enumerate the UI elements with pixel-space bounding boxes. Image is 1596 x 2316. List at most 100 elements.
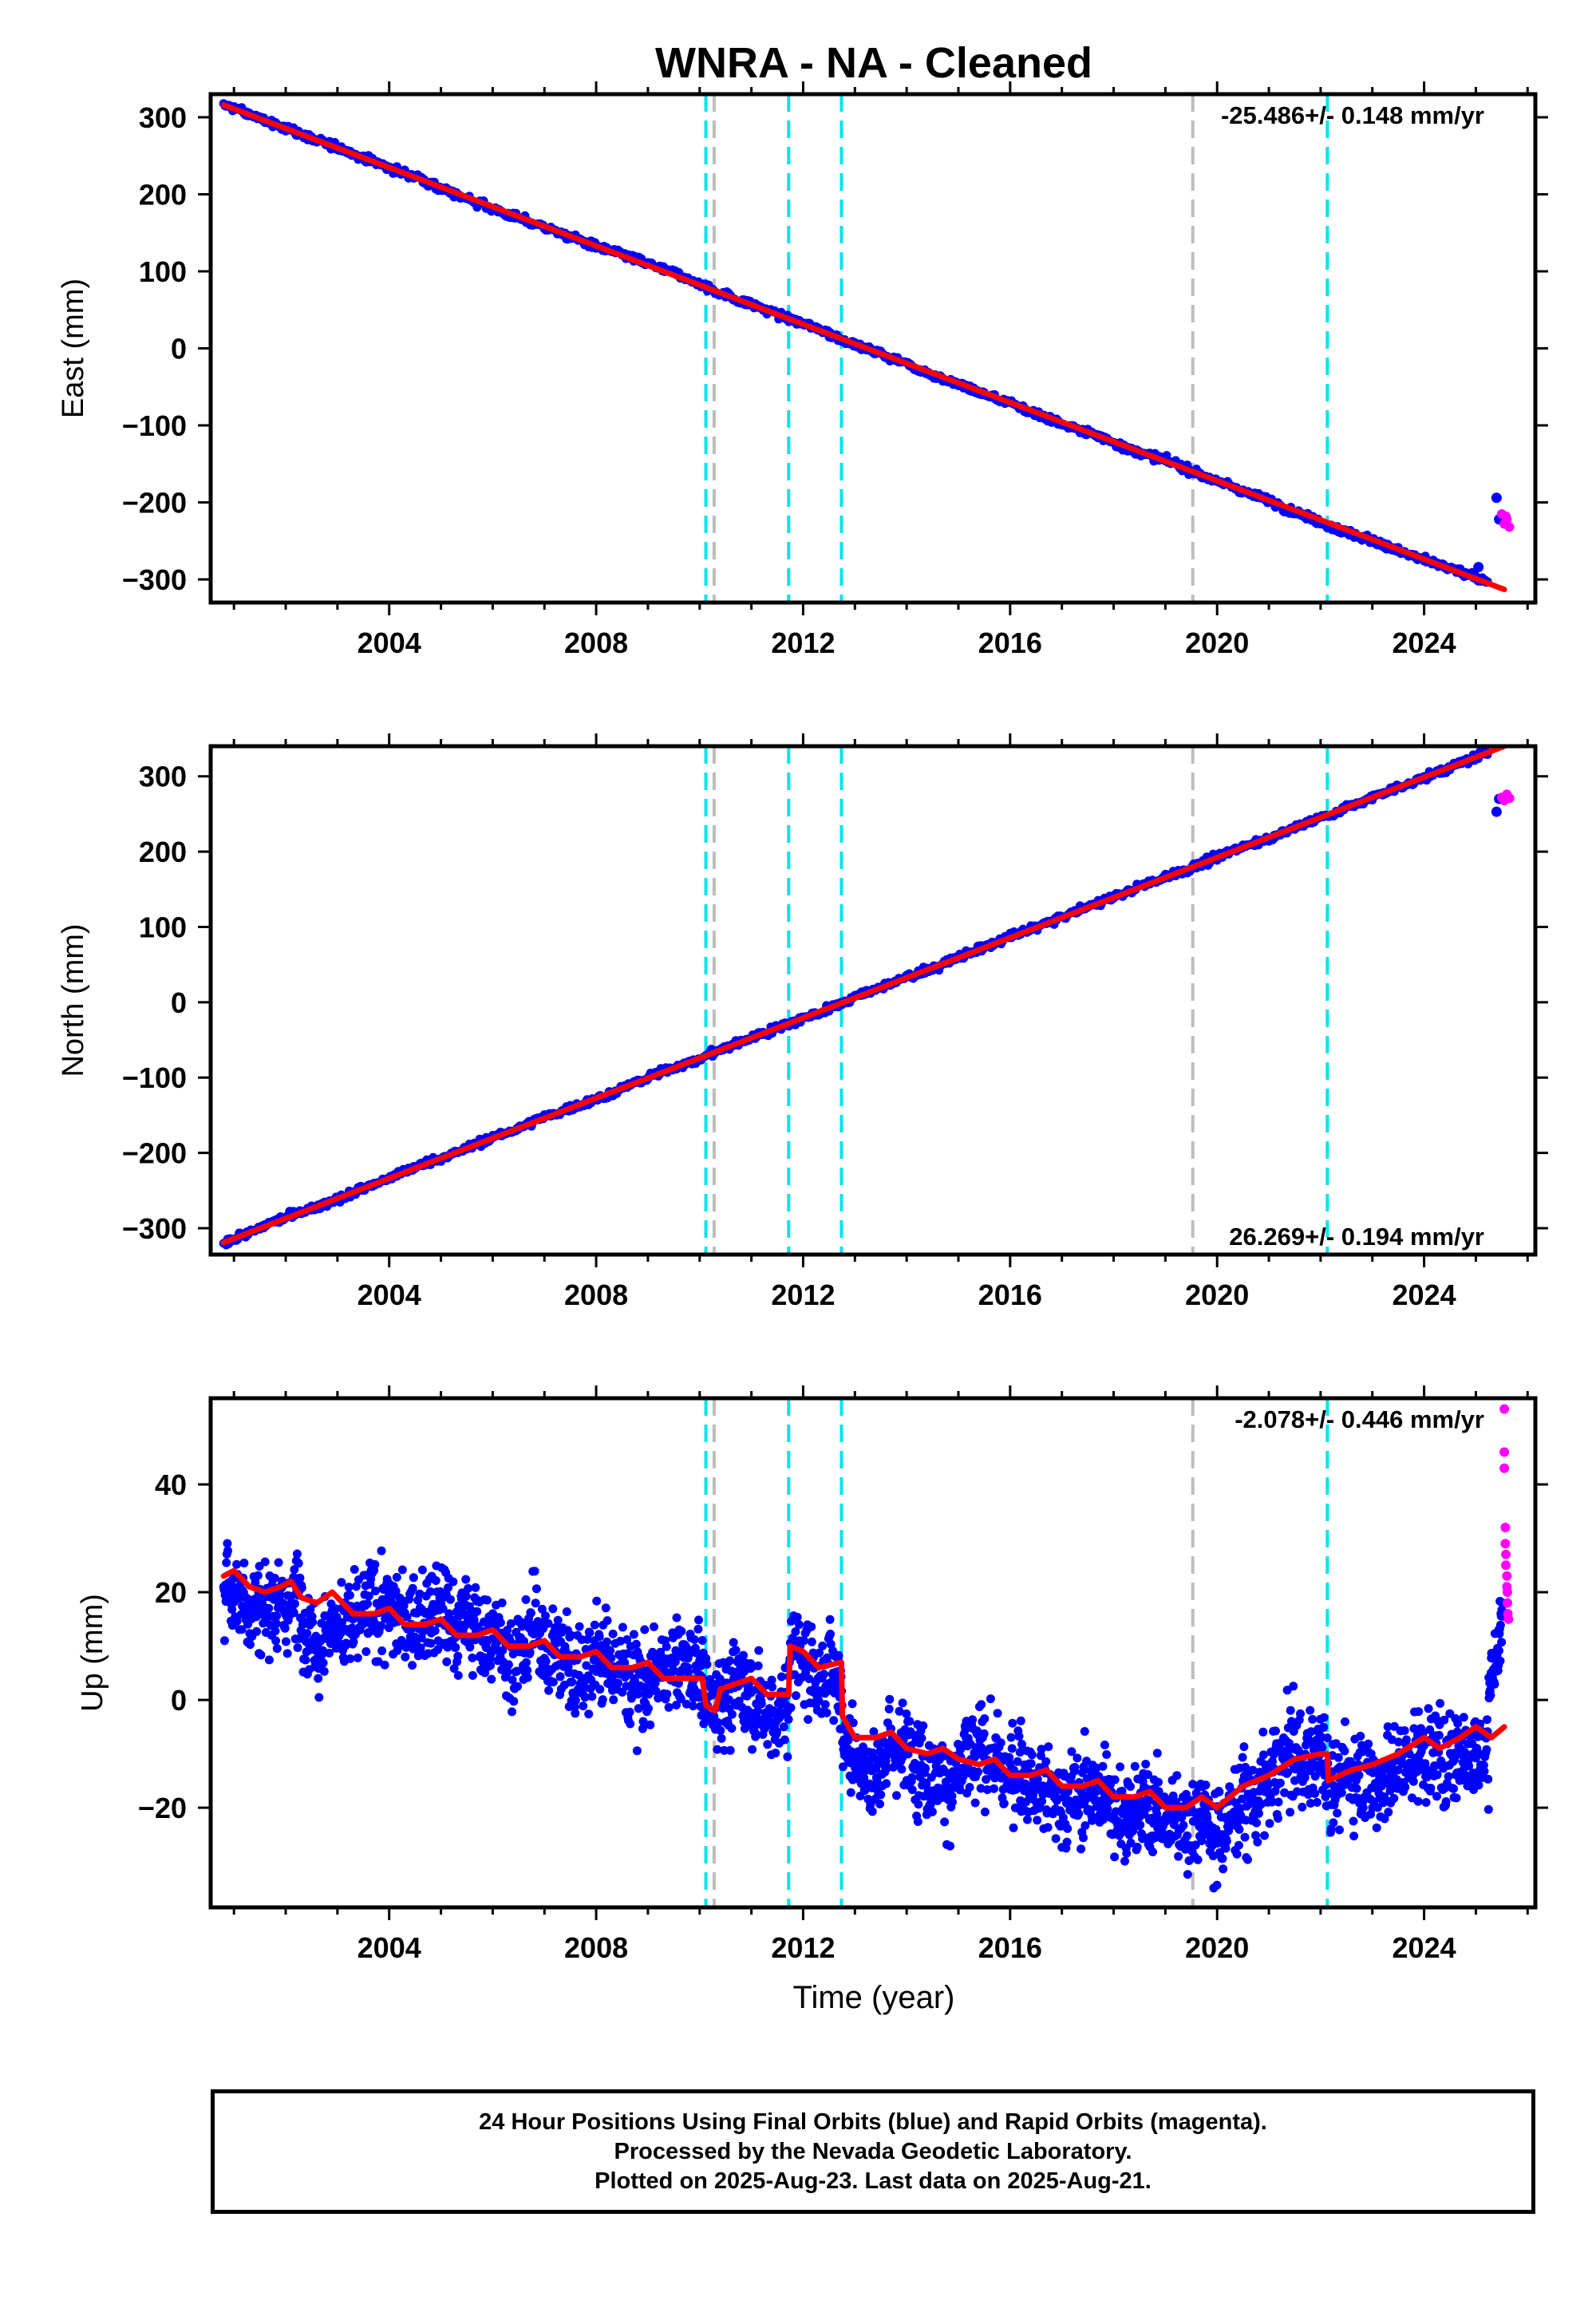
up-final-orbit-point	[1044, 1742, 1053, 1752]
up-final-orbit-point	[1016, 1716, 1025, 1725]
up-final-orbit-point	[1286, 1705, 1295, 1715]
up-final-orbit-point	[1495, 1646, 1503, 1655]
up-final-orbit-point	[444, 1583, 452, 1592]
up-final-orbit-point	[1172, 1771, 1182, 1780]
up-final-orbit-point	[445, 1595, 455, 1604]
up-final-orbit-point	[1130, 1761, 1140, 1771]
up-final-orbit-point	[1183, 1831, 1192, 1840]
up-final-orbit-point	[461, 1575, 471, 1584]
up-final-orbit-point	[282, 1649, 292, 1658]
up-final-orbit-point	[1380, 1814, 1389, 1824]
up-final-orbit-point	[342, 1638, 351, 1648]
up-final-orbit-point	[1144, 1796, 1154, 1805]
up-final-orbit-point	[1440, 1715, 1449, 1725]
up-final-orbit-point	[689, 1634, 699, 1644]
up-final-orbit-point	[1384, 1808, 1393, 1817]
up-final-orbit-point	[1080, 1727, 1089, 1736]
up-final-orbit-point	[1340, 1746, 1349, 1756]
up-final-orbit-point	[1358, 1803, 1368, 1812]
up-final-orbit-point	[1394, 1737, 1404, 1747]
up-final-orbit-point	[537, 1604, 547, 1614]
up-final-orbit-point	[567, 1630, 576, 1640]
up-final-orbit-point	[525, 1647, 535, 1657]
up-final-orbit-point	[725, 1745, 735, 1755]
up-final-orbit-point	[1283, 1768, 1293, 1777]
up-final-orbit-point	[1495, 1620, 1505, 1630]
up-final-orbit-point	[548, 1678, 558, 1687]
up-final-orbit-point	[1421, 1798, 1431, 1807]
up-final-orbit-point	[608, 1629, 618, 1638]
up-final-orbit-point	[1251, 1831, 1260, 1840]
up-final-orbit-point	[278, 1599, 287, 1607]
up-rapid-orbit-point	[1501, 1549, 1511, 1559]
up-final-orbit-point	[1317, 1743, 1327, 1753]
up-final-orbit-point	[471, 1583, 480, 1592]
east-rapid-orbit-point	[1501, 511, 1511, 521]
up-final-orbit-point	[731, 1646, 741, 1655]
up-final-orbit-point	[1265, 1819, 1274, 1828]
up-final-orbit-point	[1098, 1761, 1108, 1771]
up-rapid-orbit-point	[1501, 1560, 1511, 1571]
up-final-orbit-point	[1017, 1740, 1026, 1749]
up-final-orbit-point	[481, 1643, 491, 1653]
up-final-orbit-point	[256, 1650, 266, 1660]
up-final-orbit-point	[643, 1704, 653, 1713]
up-final-orbit-point	[1364, 1739, 1373, 1749]
up-final-orbit-point	[1218, 1854, 1227, 1863]
up-final-orbit-point	[531, 1599, 540, 1608]
up-final-orbit-point	[580, 1693, 590, 1702]
up-final-orbit-point	[980, 1807, 990, 1816]
up-final-orbit-point	[592, 1596, 602, 1606]
up-final-orbit-point	[280, 1623, 290, 1633]
up-final-orbit-point	[767, 1675, 776, 1685]
up-final-orbit-point	[345, 1591, 354, 1600]
up-final-orbit-point	[587, 1692, 597, 1701]
up-final-orbit-point	[1203, 1813, 1212, 1823]
up-final-orbit-point	[417, 1565, 427, 1575]
east-x-tick-label: 2024	[1393, 626, 1456, 659]
up-final-orbit-point	[1053, 1794, 1063, 1804]
up-final-orbit-point	[970, 1798, 980, 1808]
east-y-tick-label: 300	[139, 101, 187, 134]
up-final-orbit-point	[344, 1583, 354, 1592]
north-y-tick-label: 300	[139, 761, 187, 793]
up-final-orbit-point	[579, 1701, 588, 1711]
up-final-orbit-point	[917, 1733, 926, 1743]
up-final-orbit-point	[664, 1702, 674, 1712]
up-final-orbit-point	[448, 1577, 458, 1587]
up-final-orbit-point	[408, 1661, 417, 1670]
up-final-orbit-point	[1413, 1796, 1423, 1806]
up-final-orbit-point	[401, 1652, 410, 1662]
up-final-orbit-point	[662, 1642, 671, 1651]
up-final-orbit-point	[1074, 1809, 1084, 1819]
up-final-orbit-point	[232, 1616, 242, 1626]
north-y-axis-label: North (mm)	[57, 923, 90, 1077]
up-final-orbit-point	[595, 1685, 605, 1694]
panel-north: 2004 2008 2012 2016 2020 2024−300−200−1000100…	[57, 733, 1548, 1311]
up-final-orbit-point	[483, 1595, 492, 1605]
up-final-orbit-point	[632, 1746, 642, 1756]
east-y-tick-label: −200	[122, 487, 187, 520]
up-final-orbit-point	[1252, 1818, 1262, 1828]
up-final-orbit-point	[763, 1740, 772, 1749]
up-final-orbit-point	[768, 1682, 777, 1692]
up-final-orbit-point	[433, 1645, 443, 1654]
up-final-orbit-point	[1479, 1766, 1489, 1776]
up-final-orbit-point	[361, 1647, 371, 1656]
up-final-orbit-point	[848, 1718, 858, 1728]
up-final-orbit-point	[669, 1666, 678, 1675]
up-final-orbit-point	[634, 1690, 643, 1699]
up-final-orbit-point	[1023, 1815, 1032, 1824]
east-y-axis-label: East (mm)	[57, 279, 90, 418]
up-final-orbit-point	[582, 1661, 591, 1670]
up-final-orbit-point	[399, 1601, 409, 1611]
up-final-orbit-point	[271, 1618, 281, 1628]
east-y-tick-label: 200	[139, 178, 187, 211]
up-final-orbit-point	[1208, 1852, 1218, 1860]
up-final-orbit-point	[804, 1715, 813, 1724]
up-final-orbit-point	[958, 1772, 968, 1781]
up-final-orbit-point	[993, 1709, 1002, 1718]
up-final-orbit-point	[751, 1729, 760, 1739]
up-final-orbit-point	[1296, 1709, 1305, 1718]
